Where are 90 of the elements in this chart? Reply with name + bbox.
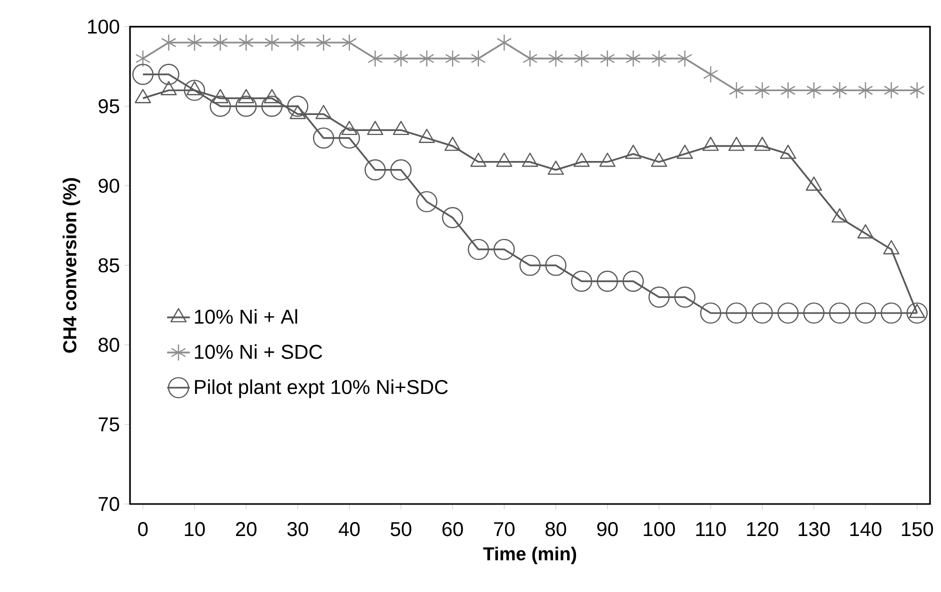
point [648, 286, 670, 308]
point [238, 34, 254, 52]
x-tick-label: 20 [236, 522, 256, 536]
y-tick-label: 90 [98, 178, 120, 193]
x-tick-label: 110 [696, 522, 726, 536]
point [777, 302, 799, 324]
point [416, 191, 438, 212]
x-tick-label: 150 [902, 522, 933, 536]
x-tick-label: 120 [747, 522, 778, 536]
x-tick-label: 10 [184, 522, 205, 536]
point [571, 270, 592, 292]
x-tick-label: 140 [850, 522, 882, 536]
legend-label: 10% Ni + Al [194, 309, 298, 324]
point [754, 82, 770, 99]
point [158, 64, 180, 85]
point [212, 34, 228, 52]
x-axis-title: Time (min) [483, 546, 576, 564]
x-tick-label: 90 [597, 522, 618, 536]
point [880, 302, 902, 324]
point [442, 206, 464, 228]
point [184, 80, 206, 101]
point [596, 270, 618, 292]
y-tick-label: 100 [88, 20, 120, 34]
point [752, 302, 773, 324]
x-tick-label: 70 [494, 522, 515, 536]
x-tick-label: 60 [442, 522, 463, 536]
point [316, 34, 332, 52]
point [132, 64, 154, 85]
point [445, 50, 460, 68]
point [210, 96, 231, 117]
point [236, 96, 257, 117]
y-tick-label: 70 [98, 496, 120, 512]
point [703, 66, 718, 83]
y-tick-label: 80 [98, 338, 120, 352]
point [726, 302, 748, 324]
point [290, 34, 306, 52]
point [652, 50, 667, 68]
point [161, 34, 176, 52]
point [829, 302, 850, 324]
point [393, 50, 408, 68]
legend-label: Pilot plant expt 10% Ni+SDC [195, 379, 448, 398]
y-axis-title: CH4 conversion (%) [62, 178, 80, 353]
point [468, 238, 489, 260]
point [342, 34, 357, 52]
point [728, 82, 744, 99]
x-tick-label: 130 [798, 522, 830, 536]
point [496, 34, 512, 52]
x-tick-label: 40 [338, 522, 360, 536]
y-tick-label: 85 [98, 258, 120, 272]
point [312, 127, 334, 149]
point [338, 127, 360, 149]
point [626, 50, 641, 68]
point [622, 270, 644, 292]
point [522, 50, 538, 68]
point [700, 302, 722, 324]
y-tick-label: 75 [98, 417, 120, 432]
point [548, 50, 564, 68]
x-tick-label: 0 [138, 522, 148, 536]
point [545, 254, 566, 276]
legend-label: 10% Ni + SDC [194, 344, 322, 359]
point [832, 82, 848, 99]
point [600, 50, 615, 68]
x-tick-label: 100 [644, 522, 675, 536]
x-tick-label: 50 [390, 522, 412, 536]
point [858, 82, 874, 99]
point [910, 82, 925, 99]
point [390, 159, 412, 180]
point [264, 34, 280, 52]
x-tick-label: 80 [546, 522, 566, 536]
point [884, 82, 899, 99]
point [806, 82, 822, 99]
point [780, 82, 796, 99]
point [519, 254, 541, 276]
point [574, 50, 590, 68]
point [906, 302, 928, 324]
point [419, 50, 434, 68]
y-tick-label: 95 [98, 99, 120, 114]
point [494, 238, 515, 260]
point [854, 302, 876, 324]
x-tick-label: 30 [287, 522, 308, 536]
point [803, 302, 824, 324]
point [368, 50, 383, 68]
point [364, 159, 386, 180]
point [261, 96, 283, 117]
point [186, 34, 202, 52]
point [677, 50, 692, 68]
point [135, 50, 150, 68]
point [674, 286, 696, 308]
point [287, 96, 308, 117]
point [470, 50, 486, 68]
